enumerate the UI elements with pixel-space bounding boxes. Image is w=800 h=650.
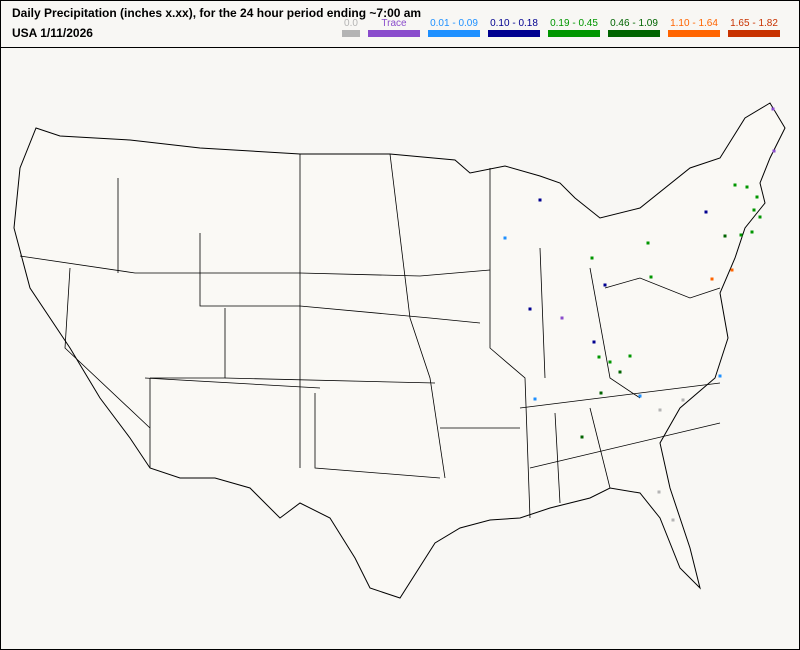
station-dot	[745, 185, 749, 189]
legend-item: 1.65 - 1.82	[728, 18, 780, 37]
legend-item: 0.01 - 0.09	[428, 18, 480, 37]
legend-swatch	[608, 30, 660, 37]
station-dot	[718, 374, 722, 378]
legend-label: 0.01 - 0.09	[430, 18, 478, 29]
legend-swatch	[428, 30, 480, 37]
station-dot	[771, 107, 775, 111]
station-dot	[710, 277, 714, 281]
us-outline	[13, 102, 786, 599]
station-dot	[755, 195, 759, 199]
station-dot	[528, 307, 532, 311]
station-dot	[730, 268, 734, 272]
legend-label: 0.0	[344, 18, 358, 29]
station-dot	[772, 149, 776, 153]
legend-item: 0.10 - 0.18	[488, 18, 540, 37]
station-dot	[580, 435, 584, 439]
region-date: USA 1/11/2026	[12, 26, 93, 40]
legend-swatch	[342, 30, 360, 37]
legend-label: 1.10 - 1.64	[670, 18, 718, 29]
station-dot	[608, 360, 612, 364]
legend-label: 0.10 - 0.18	[490, 18, 538, 29]
station-dot	[671, 518, 675, 522]
legend-item: 0.46 - 1.09	[608, 18, 660, 37]
legend-item: 0.0	[342, 18, 360, 37]
station-dot	[638, 394, 642, 398]
legend-swatch	[488, 30, 540, 37]
station-dot	[646, 241, 650, 245]
legend-swatch	[728, 30, 780, 37]
legend-label: Trace	[381, 18, 407, 29]
legend-swatch	[548, 30, 600, 37]
station-dot	[503, 236, 507, 240]
station-dot	[681, 398, 685, 402]
map-title: Daily Precipitation (inches x.xx), for t…	[12, 6, 422, 20]
legend-label: 0.19 - 0.45	[550, 18, 598, 29]
station-dot	[628, 354, 632, 358]
legend-item: 0.19 - 0.45	[548, 18, 600, 37]
legend-item: Trace	[368, 18, 420, 37]
station-dot	[750, 230, 754, 234]
station-dot	[704, 210, 708, 214]
legend-swatch	[368, 30, 420, 37]
station-dot	[533, 397, 537, 401]
station-dot	[657, 490, 661, 494]
station-dot	[560, 316, 564, 320]
legend-swatch	[668, 30, 720, 37]
station-dot	[733, 183, 737, 187]
header-divider	[0, 47, 800, 48]
station-dot	[658, 408, 662, 412]
station-dot	[649, 275, 653, 279]
us-map	[13, 102, 786, 599]
station-dot	[590, 256, 594, 260]
station-dot	[723, 234, 727, 238]
station-dot	[597, 355, 601, 359]
legend-label: 0.46 - 1.09	[610, 18, 658, 29]
station-dot	[592, 340, 596, 344]
station-dots	[503, 107, 776, 522]
station-dot	[599, 391, 603, 395]
legend-label: 1.65 - 1.82	[730, 18, 778, 29]
station-dot	[758, 215, 762, 219]
legend-item: 1.10 - 1.64	[668, 18, 720, 37]
station-dot	[752, 208, 756, 212]
station-dot	[618, 370, 622, 374]
precip-legend: 0.0 Trace 0.01 - 0.09 0.10 - 0.18 0.19 - 0.4…	[342, 18, 780, 37]
state-borders	[19, 153, 721, 519]
station-dot	[603, 283, 607, 287]
station-dot	[538, 198, 542, 202]
station-dot	[739, 233, 743, 237]
